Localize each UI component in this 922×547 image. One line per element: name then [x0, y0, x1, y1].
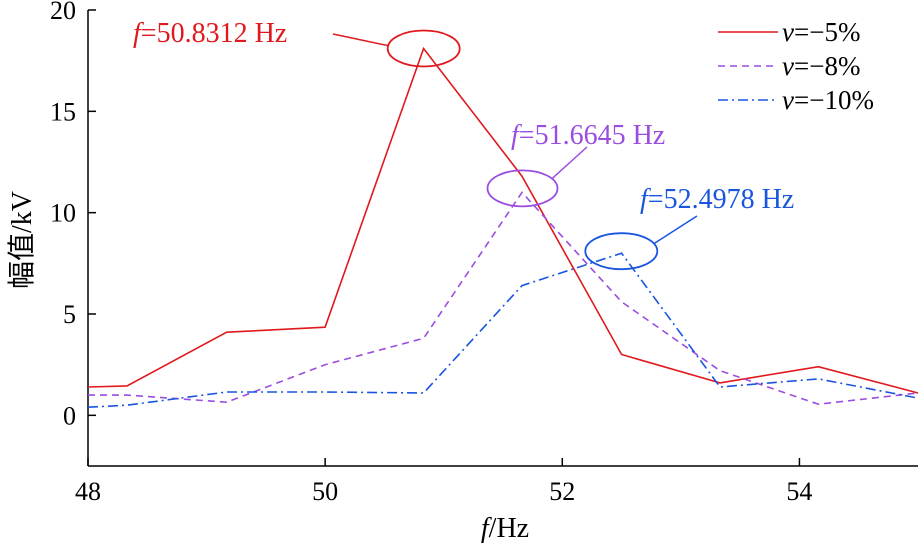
annotation-ellipse	[486, 169, 559, 208]
annotation-leader-line	[551, 146, 588, 180]
annotation-ellipse	[584, 232, 659, 271]
annotation-value: =52.4978 Hz	[648, 184, 794, 215]
y-tick-label: 5	[63, 300, 76, 329]
annotation-variable: f	[133, 18, 144, 49]
x-tick-label: 50	[312, 477, 338, 506]
x-axis-title-variable: f	[481, 513, 492, 544]
annotation-label: f=52.4978 Hz	[640, 184, 794, 215]
legend-variable: v	[782, 51, 794, 81]
x-axis-title: f/Hz	[481, 513, 529, 544]
legend-label-1: v=−5%	[782, 17, 860, 47]
y-tick-label: 15	[50, 97, 76, 126]
annotation-value: =50.8312 Hz	[141, 18, 287, 49]
x-tick-label: 54	[786, 477, 812, 506]
x-tick-label: 52	[549, 477, 575, 506]
legend-value: =−8%	[794, 51, 860, 81]
annotation-variable: f	[640, 184, 651, 215]
series-layer	[87, 46, 919, 408]
annotation-ellipse	[386, 29, 461, 68]
annotation-leader-line	[653, 215, 698, 245]
series-line-3	[87, 252, 919, 408]
y-axis-title: 幅值/kV	[6, 191, 38, 289]
annotation-variable: f	[511, 120, 522, 151]
legend: v=−5%v=−8%v=−10%	[718, 17, 874, 115]
x-axis-title-unit: /Hz	[489, 513, 529, 544]
annotation-value: =51.6645 Hz	[519, 120, 665, 151]
annotation-label: f=51.6645 Hz	[511, 120, 665, 151]
y-tick-label: 10	[50, 199, 76, 228]
legend-value: =−10%	[794, 85, 874, 115]
axes-layer: 0 5 10 15 20 48 50 52 54	[50, 0, 918, 506]
series-line-2	[88, 191, 919, 406]
y-tick-label: 20	[50, 0, 76, 25]
legend-variable: v	[782, 85, 794, 115]
legend-label-2: v=−8%	[782, 51, 860, 81]
legend-value: =−5%	[794, 17, 860, 47]
y-tick-label: 0	[63, 401, 76, 430]
legend-variable: v	[782, 17, 794, 47]
series-line-1	[87, 46, 919, 394]
annotation-leader-line	[332, 33, 389, 47]
annotation-label: f=50.8312 Hz	[133, 18, 287, 49]
legend-label-3: v=−10%	[782, 85, 874, 115]
x-tick-label: 48	[75, 477, 101, 506]
annotation-layer: f=50.8312 Hzf=51.6645 Hzf=52.4978 Hz	[133, 18, 794, 271]
